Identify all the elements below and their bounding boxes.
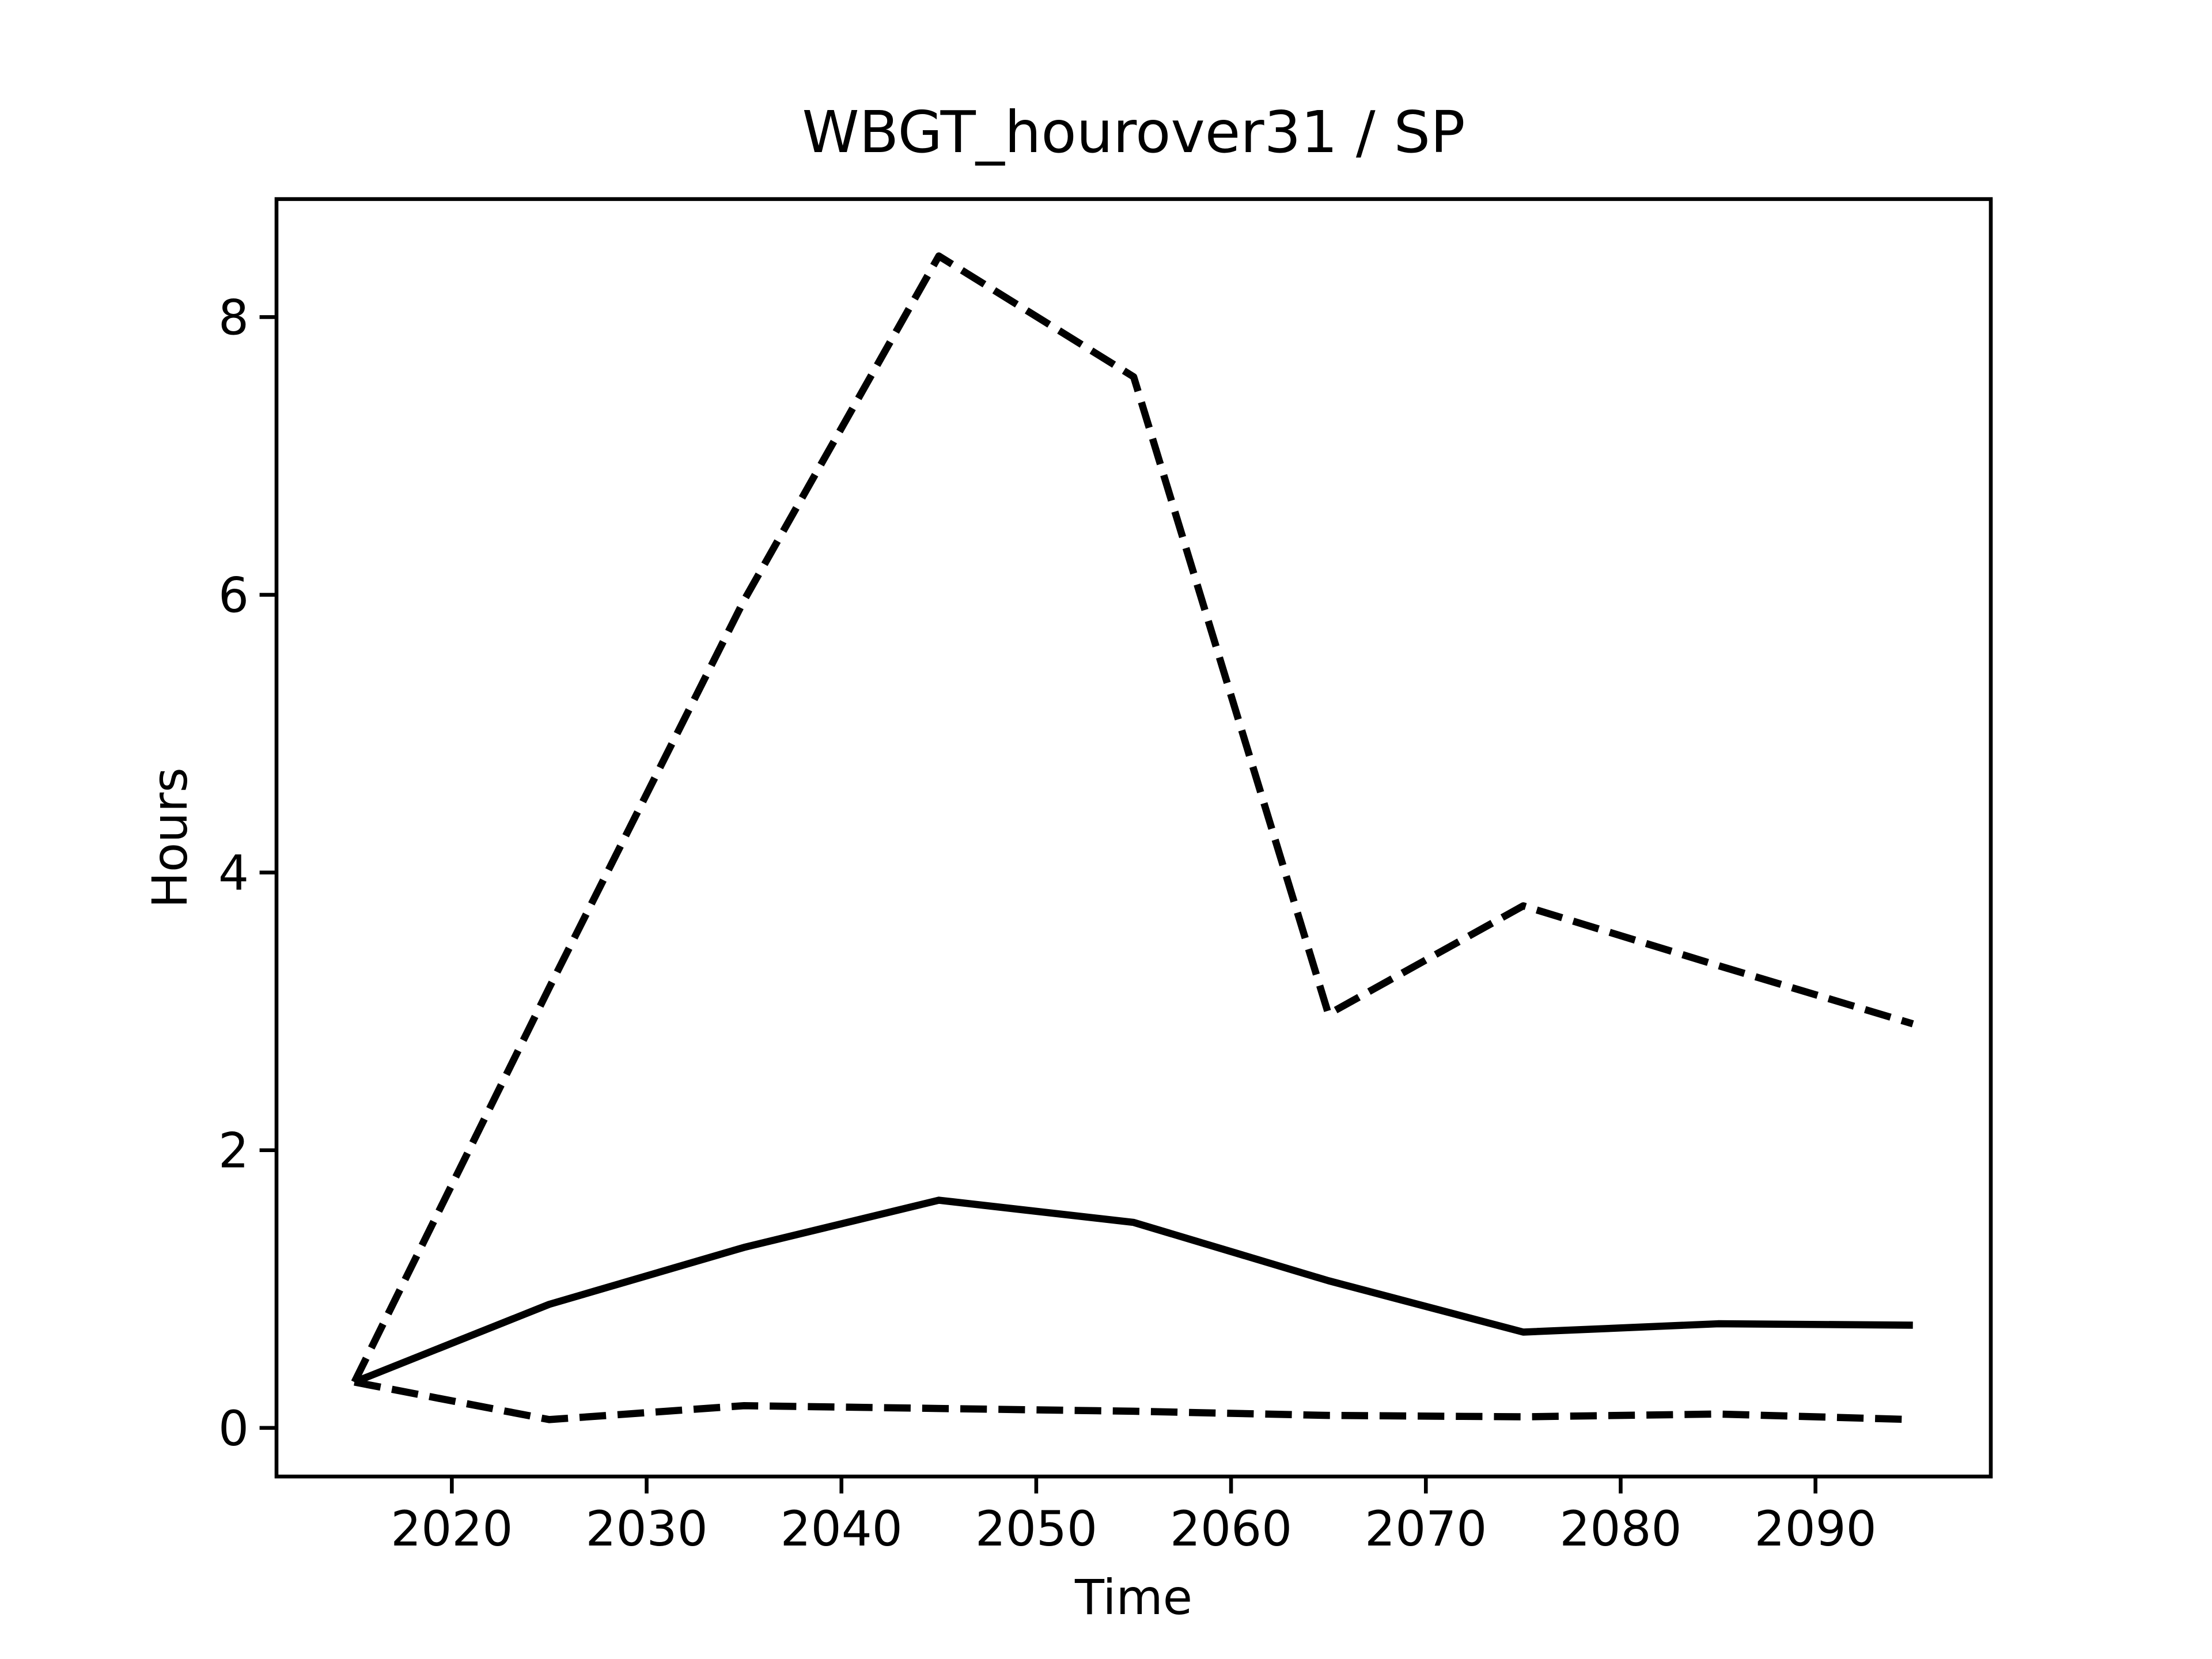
x-tick-label: 2020 xyxy=(391,1501,513,1557)
x-tick-label: 2070 xyxy=(1365,1501,1487,1557)
x-tick-label: 2080 xyxy=(1559,1501,1681,1557)
data-line xyxy=(353,1196,1913,1386)
x-tick-label: 2040 xyxy=(781,1501,903,1557)
y-tick-label: 2 xyxy=(218,1123,249,1179)
y-axis-label: Hours xyxy=(142,767,198,908)
y-tick-label: 6 xyxy=(218,568,249,624)
data-line xyxy=(354,1378,1913,1423)
x-axis-label: Time xyxy=(1074,1570,1192,1626)
chart-title: WBGT_hourover31 / SP xyxy=(802,99,1465,166)
data-line xyxy=(351,252,1914,1384)
axes-frame xyxy=(274,197,1993,1479)
y-tick-label: 4 xyxy=(218,846,249,902)
y-tick-label: 8 xyxy=(218,290,249,346)
y-tick-label: 0 xyxy=(218,1401,249,1457)
x-tick-label: 2060 xyxy=(1170,1501,1292,1557)
x-tick-label: 2090 xyxy=(1755,1501,1877,1557)
x-tick-label: 2050 xyxy=(975,1501,1097,1557)
x-tick-label: 2030 xyxy=(585,1501,707,1557)
